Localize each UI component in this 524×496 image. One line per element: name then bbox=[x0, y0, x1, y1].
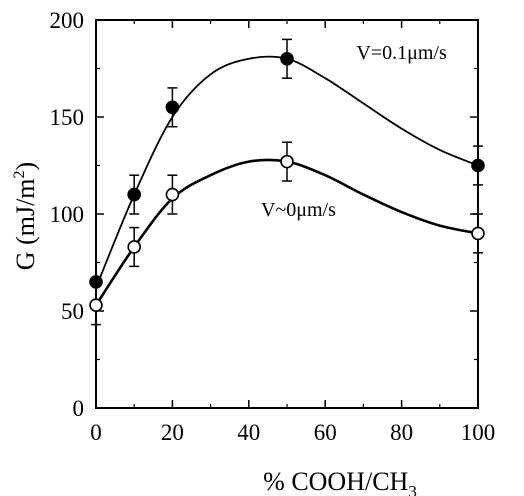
x-axis-title: % COOH/CH3 bbox=[263, 467, 417, 496]
x-axis-title-subscript: 3 bbox=[408, 482, 417, 496]
y-axis-title-close: ) bbox=[11, 162, 40, 171]
x-tick-label: 60 bbox=[314, 420, 337, 445]
data-point-filled bbox=[471, 158, 485, 173]
data-point-filled bbox=[127, 187, 141, 202]
x-tick-label: 20 bbox=[161, 420, 184, 445]
y-axis-title-superscript: 2 bbox=[11, 170, 28, 178]
y-tick-label: 50 bbox=[61, 299, 84, 324]
y-tick-label: 200 bbox=[50, 8, 85, 33]
annotation-zero-velocity: V~0μm/s bbox=[261, 199, 336, 221]
x-tick-label: 100 bbox=[461, 420, 496, 445]
data-point-filled bbox=[165, 100, 180, 115]
error-bars bbox=[91, 38, 483, 326]
x-tick-label: 0 bbox=[90, 420, 102, 445]
data-point-open bbox=[127, 240, 141, 254]
data-point-open bbox=[89, 298, 103, 312]
tick-labels: 0 20 40 60 80 100 0 50 100 150 200 bbox=[50, 8, 496, 445]
y-tick-label: 0 bbox=[73, 396, 85, 421]
data-points bbox=[89, 51, 485, 312]
y-tick-label: 150 bbox=[50, 105, 85, 130]
data-point-open bbox=[471, 226, 485, 241]
y-axis-title-main: G (mJ/m bbox=[11, 178, 40, 270]
data-point-filled bbox=[280, 51, 294, 66]
data-point-filled bbox=[89, 275, 103, 289]
x-tick-label: 80 bbox=[390, 420, 413, 445]
x-tick-label: 40 bbox=[237, 420, 260, 445]
data-point-open bbox=[165, 187, 180, 202]
y-axis-title: G (mJ/m2) bbox=[11, 162, 40, 270]
data-point-open bbox=[280, 154, 294, 169]
x-axis-title-main: % COOH/CH bbox=[263, 467, 408, 496]
annotations: V=0.1μm/s V~0μm/s bbox=[261, 42, 447, 221]
y-tick-label: 100 bbox=[50, 202, 85, 227]
series-1-curve bbox=[95, 55, 479, 289]
annotation-fast-velocity: V=0.1μm/s bbox=[356, 42, 447, 64]
